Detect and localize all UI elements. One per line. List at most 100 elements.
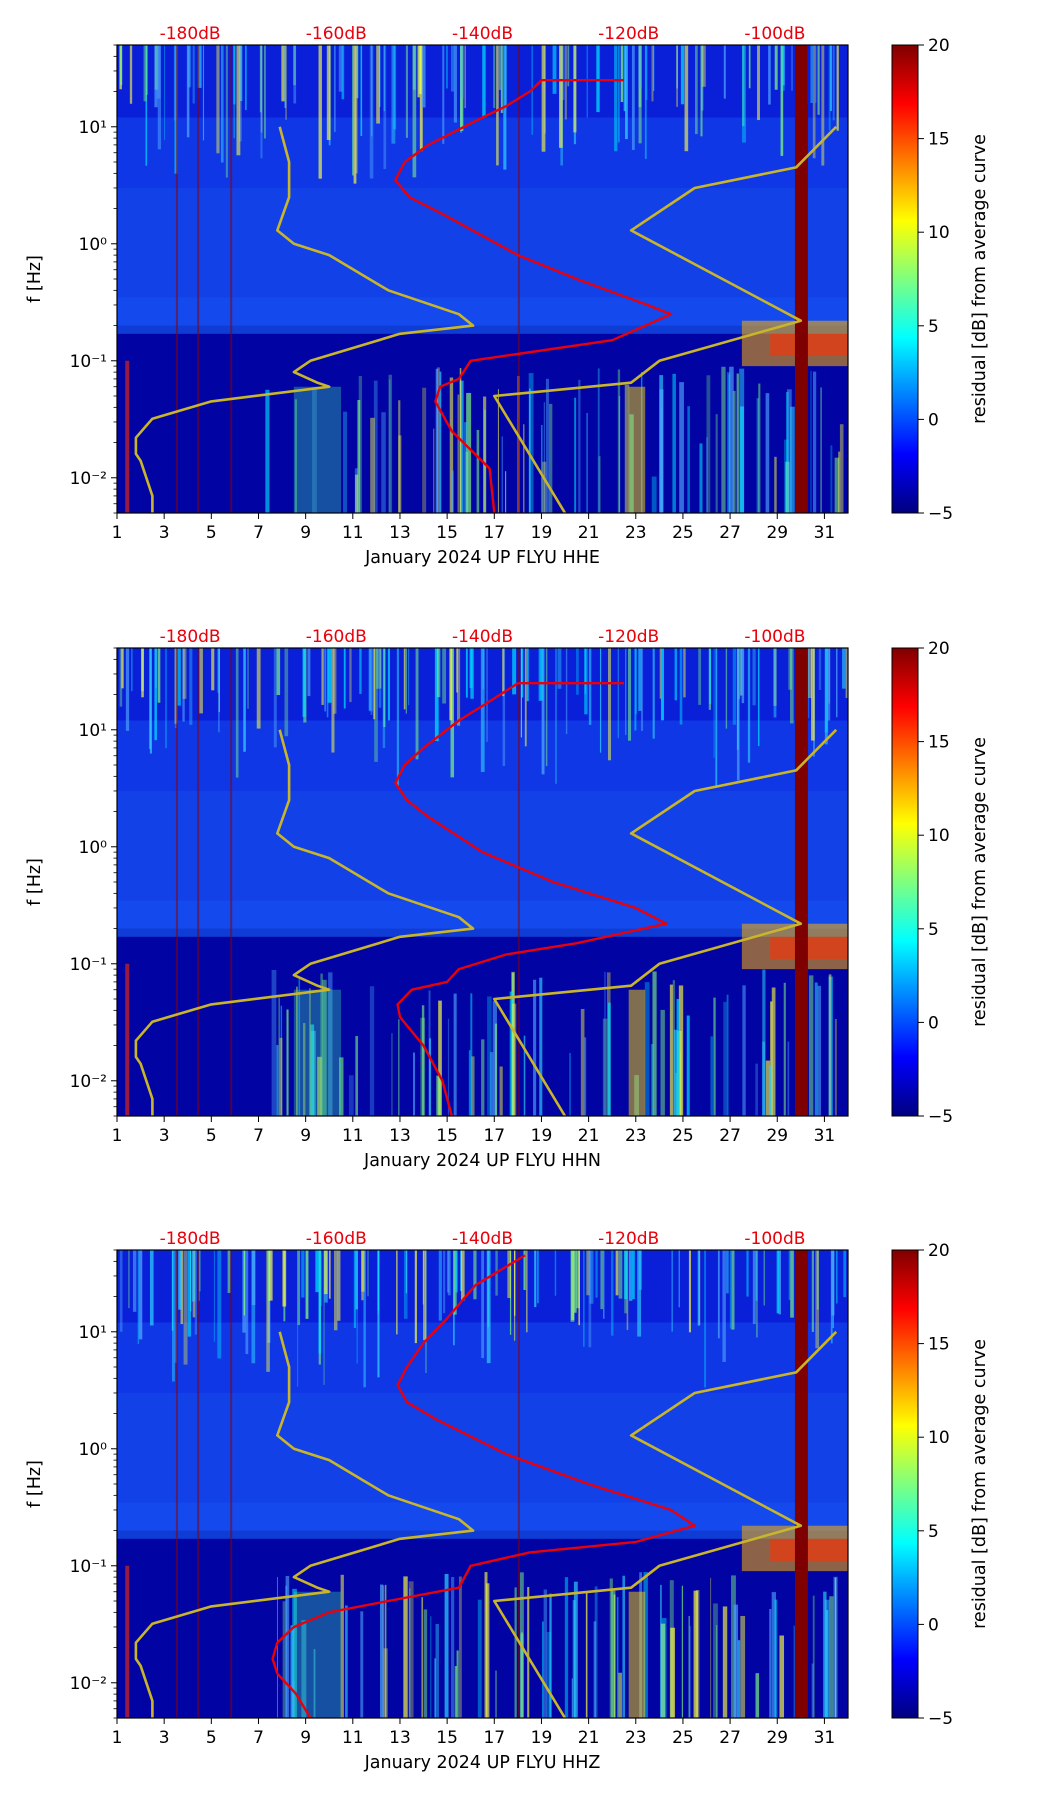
x-tick-label: 19 [531, 523, 553, 543]
y-tick-label: 10⁻² [70, 1674, 107, 1694]
top-tick-label: -120dB [598, 24, 659, 44]
colorbar-label: residual [dB] from average curve [970, 134, 990, 424]
x-tick-label: 27 [719, 1126, 741, 1146]
x-axis-label: January 2024 UP FLYU HHZ [364, 1753, 601, 1773]
x-tick-label: 11 [342, 1126, 364, 1146]
top-db-axis: -180dB -160dB -140dB -120dB -100dB [160, 627, 806, 647]
top-tick-label: -160dB [306, 1229, 367, 1249]
y-tick-label: 10¹ [79, 721, 107, 741]
y-tick-label: 10¹ [79, 118, 107, 138]
colorbar-tick-label: 15 [928, 130, 950, 150]
top-tick-label: -140dB [452, 24, 513, 44]
x-tick-label: 15 [436, 523, 458, 543]
colorbar-tick-label: 0 [928, 1615, 939, 1635]
y-axis: 10⁻² 10⁻¹ 10⁰ 10¹ f [Hz] [25, 44, 117, 514]
colorbar-tick-label: 20 [928, 1241, 950, 1261]
x-tick-label: 11 [342, 523, 364, 543]
x-tick-label: 29 [766, 523, 788, 543]
y-tick-label: 10⁻¹ [70, 955, 107, 975]
yellow-curve-2 [492, 125, 838, 513]
colorbar-tick-label: 20 [928, 639, 950, 659]
x-tick-label: 21 [578, 1126, 600, 1146]
colorbar-gradient [891, 647, 919, 1117]
x-tick-label: 25 [672, 1126, 694, 1146]
x-tick-label: 5 [206, 1126, 217, 1146]
x-tick-label: 13 [389, 1126, 411, 1146]
colorbar-tick-label: −5 [928, 1107, 953, 1127]
heatmap-image [117, 1250, 848, 1718]
x-tick-label: 27 [719, 523, 741, 543]
y-axis: 10⁻² 10⁻¹ 10⁰ 10¹ f [Hz] [25, 1249, 117, 1719]
colorbar: −5 0 5 10 15 20 residual [dB] from average cur… [891, 639, 990, 1127]
x-tick-label: 1 [112, 1728, 123, 1748]
y-tick-label: 10¹ [79, 1323, 107, 1343]
y-axis-label: f [Hz] [25, 858, 45, 906]
colorbar-tick-label: 10 [928, 826, 950, 846]
top-tick-label: -160dB [306, 24, 367, 44]
y-tick-label: 10⁰ [79, 235, 108, 255]
top-tick-label: -160dB [306, 627, 367, 647]
x-tick-label: 17 [483, 523, 505, 543]
x-tick-label: 31 [814, 1126, 836, 1146]
top-tick-label: -100dB [744, 627, 805, 647]
x-tick-label: 7 [253, 1126, 264, 1146]
red-curve-3 [394, 682, 668, 1116]
x-tick-label: 5 [206, 1728, 217, 1748]
yellow-curve-2 [492, 728, 838, 1116]
top-tick-label: -140dB [452, 1229, 513, 1249]
colorbar-tick-label: 5 [928, 1522, 939, 1542]
colorbar: −5 0 5 10 15 20 residual [dB] from average cur… [891, 1241, 990, 1729]
x-tick-label: 3 [159, 1728, 170, 1748]
x-tick-label: 3 [159, 1126, 170, 1146]
colorbar-tick-label: 0 [928, 410, 939, 430]
x-tick-label: 17 [483, 1126, 505, 1146]
x-tick-label: 5 [206, 523, 217, 543]
y-tick-label: 10⁰ [79, 838, 108, 858]
y-tick-label: 10⁻¹ [70, 352, 107, 372]
colorbar-gradient [891, 1249, 919, 1719]
top-tick-label: -100dB [744, 24, 805, 44]
x-axis-label: January 2024 UP FLYU HHN [363, 1151, 601, 1171]
colorbar-tick-label: 15 [928, 1335, 950, 1355]
x-tick-label: 23 [625, 1126, 647, 1146]
colorbar-tick-label: 5 [928, 317, 939, 337]
colorbar-tick-label: −5 [928, 1709, 953, 1729]
x-tick-label: 13 [389, 523, 411, 543]
x-tick-label: 9 [300, 1126, 311, 1146]
x-tick-label: 23 [625, 523, 647, 543]
colorbar: −5 0 5 10 15 20 residual [dB] from average cur… [891, 36, 990, 524]
y-axis-label: f [Hz] [25, 255, 45, 303]
heatmap-image [117, 45, 848, 513]
yellow-curve-1 [134, 729, 475, 1116]
x-tick-label: 15 [436, 1126, 458, 1146]
top-tick-label: -180dB [160, 1229, 221, 1249]
top-tick-label: -180dB [160, 627, 221, 647]
x-tick-label: 25 [672, 523, 694, 543]
x-tick-label: 29 [766, 1126, 788, 1146]
top-tick-label: -180dB [160, 24, 221, 44]
yellow-curve-1 [134, 1331, 475, 1718]
x-tick-label: 21 [578, 1728, 600, 1748]
top-tick-label: -100dB [744, 1229, 805, 1249]
x-tick-label: 31 [814, 523, 836, 543]
x-tick-label: 11 [342, 1728, 364, 1748]
y-axis: 10⁻² 10⁻¹ 10⁰ 10¹ f [Hz] [25, 647, 117, 1117]
x-tick-label: 17 [483, 1728, 505, 1748]
y-tick-label: 10⁻² [70, 469, 107, 489]
x-tick-label: 1 [112, 1126, 123, 1146]
colorbar-label: residual [dB] from average curve [970, 1339, 990, 1629]
y-tick-label: 10⁻¹ [70, 1557, 107, 1577]
y-axis-label: f [Hz] [25, 1460, 45, 1508]
x-tick-label: 31 [814, 1728, 836, 1748]
colorbar-tick-label: 15 [928, 733, 950, 753]
x-tick-label: 29 [766, 1728, 788, 1748]
colorbar-tick-label: 10 [928, 223, 950, 243]
x-tick-label: 7 [253, 1728, 264, 1748]
colorbar-tick-label: 10 [928, 1428, 950, 1448]
top-tick-label: -120dB [598, 627, 659, 647]
